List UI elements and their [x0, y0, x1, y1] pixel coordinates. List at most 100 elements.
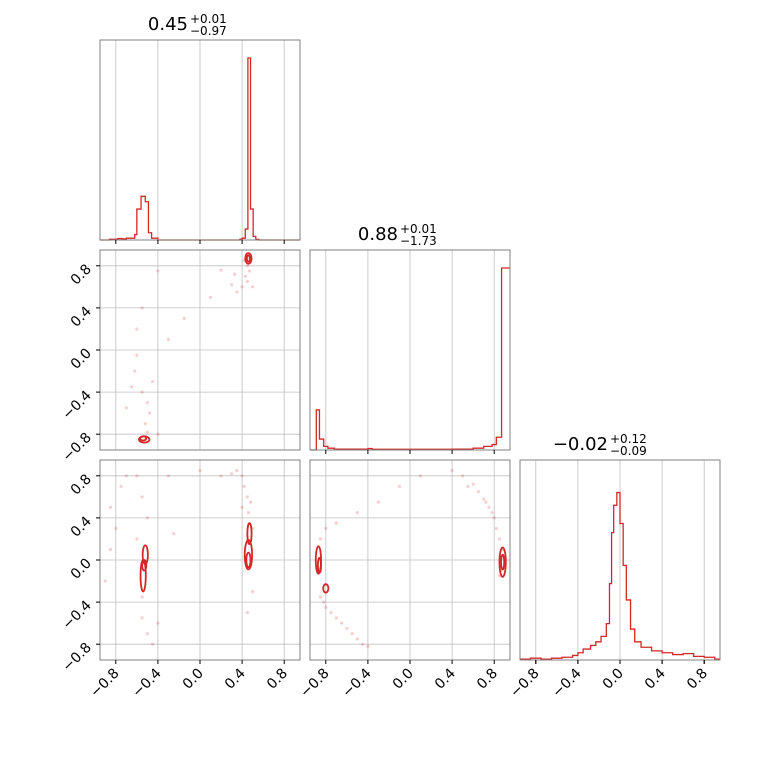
y-tick-label: −0.8 [59, 430, 94, 465]
sample-point [145, 516, 149, 520]
sample-point [198, 468, 202, 473]
sample-point [172, 532, 176, 536]
sample-point [151, 642, 155, 646]
histogram-step-line [310, 267, 510, 451]
sample-point [318, 537, 323, 541]
sample-point [494, 526, 498, 531]
x-tick-label: 0.0 [390, 666, 417, 693]
param-median-label: 0.45 [148, 14, 188, 35]
sample-point [366, 644, 370, 648]
panel-2d-0-2 [99, 459, 301, 661]
sample-point [450, 468, 454, 473]
density-contour [498, 546, 507, 578]
sample-point [219, 474, 223, 478]
sample-point [324, 605, 328, 609]
sample-point [418, 474, 423, 478]
sample-point [334, 616, 338, 620]
sample-point [156, 621, 160, 625]
sample-point [471, 482, 475, 486]
density-contour [245, 551, 252, 569]
sample-point [182, 316, 186, 321]
sample-point [497, 537, 502, 541]
sample-point [135, 353, 139, 357]
sample-point [140, 495, 144, 499]
sample-point [147, 411, 152, 415]
x-tick-label: 0.4 [222, 665, 249, 692]
sample-point [133, 369, 137, 373]
sample-point [156, 432, 160, 436]
y-tick-label: 0.8 [68, 471, 95, 498]
histogram-step-line [100, 57, 300, 241]
sample-point [166, 337, 171, 342]
histogram-step-line [520, 491, 720, 660]
sample-point [355, 511, 359, 515]
param-lower-error: −0.09 [610, 444, 647, 458]
sample-point [233, 272, 237, 276]
density-contour [141, 559, 148, 572]
sample-point [350, 632, 354, 636]
sample-point [245, 279, 249, 284]
x-tick-label: −0.8 [87, 666, 122, 701]
sample-point [135, 474, 139, 478]
sample-point [339, 621, 344, 625]
sample-point [145, 430, 149, 434]
sample-point [322, 600, 326, 604]
histogram-panel-1: 0.88 +0.01−1.73 [309, 222, 511, 454]
x-tick-label: −0.4 [339, 665, 374, 700]
sample-point [124, 474, 128, 478]
sample-point [466, 484, 470, 488]
sample-point [397, 484, 402, 488]
sample-point [124, 406, 128, 410]
sample-point [242, 484, 246, 488]
sample-point [108, 547, 113, 552]
sample-point [318, 595, 323, 599]
sample-point [235, 468, 239, 473]
sample-point [490, 511, 494, 515]
x-tick-label: −0.4 [549, 665, 584, 700]
sample-point [245, 495, 249, 499]
density-contour [316, 556, 322, 574]
histogram-panel-2: −0.02 +0.12−0.09 [519, 432, 721, 664]
sample-point [248, 500, 253, 504]
x-tick-label: 0.8 [264, 666, 291, 693]
param-upper-error: +0.01 [190, 12, 227, 26]
density-contour [500, 553, 506, 571]
density-contour [322, 583, 330, 594]
sample-point [243, 274, 247, 278]
panel-2d-0-1 [99, 249, 301, 451]
density-contour [245, 254, 251, 263]
sample-point [476, 489, 481, 494]
sample-point [484, 500, 488, 504]
sample-point [361, 642, 365, 646]
sample-point [140, 390, 144, 394]
panel-2d-1-2 [309, 459, 511, 661]
sample-point [251, 285, 255, 289]
sample-point [376, 500, 381, 504]
param-lower-error: −0.97 [190, 24, 227, 38]
sample-point [119, 484, 123, 488]
y-tick-label: 0.0 [68, 346, 95, 373]
sample-point [145, 632, 149, 636]
sample-point [329, 611, 333, 615]
sample-point [482, 497, 486, 501]
param-upper-error: +0.12 [610, 432, 647, 446]
sample-point [240, 474, 244, 478]
sample-point [135, 537, 139, 541]
x-tick-label: −0.8 [297, 666, 332, 701]
density-contour [139, 435, 148, 442]
y-tick-label: −0.8 [59, 640, 94, 675]
sample-point [334, 521, 338, 525]
sample-point [140, 306, 144, 310]
sample-point [235, 290, 239, 294]
density-contour [246, 522, 253, 546]
sample-point [229, 283, 234, 287]
sample-point [103, 579, 107, 583]
sample-point [166, 474, 171, 478]
sample-point [461, 474, 465, 478]
param-median-label: 0.88 [358, 224, 398, 245]
y-tick-label: 0.4 [68, 303, 95, 330]
sample-point [240, 505, 244, 509]
sample-point [108, 505, 113, 509]
sample-point [145, 401, 149, 405]
sample-point [251, 589, 255, 594]
